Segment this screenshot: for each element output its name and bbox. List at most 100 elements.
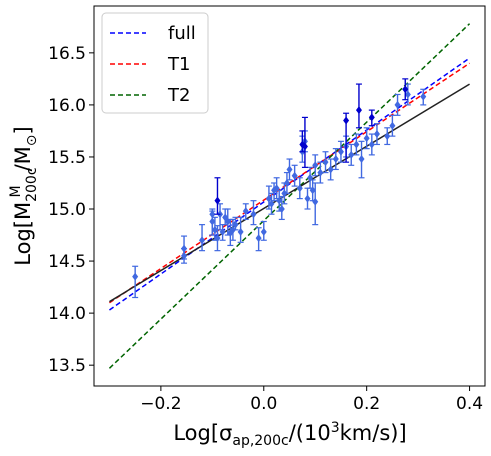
diamond-marker bbox=[181, 251, 188, 260]
diamond-marker bbox=[402, 85, 409, 94]
diamond-marker bbox=[373, 130, 380, 139]
diamond-marker bbox=[332, 155, 339, 164]
data-point bbox=[304, 187, 311, 210]
data-point bbox=[368, 133, 375, 156]
diamond-marker bbox=[404, 90, 411, 99]
data-point bbox=[242, 203, 249, 221]
diamond-marker bbox=[291, 171, 298, 180]
x-axis: −0.2 0.0 0.2 0.4 bbox=[140, 386, 483, 414]
data-point bbox=[255, 227, 262, 252]
data-point bbox=[283, 171, 290, 194]
diamond-marker bbox=[242, 207, 249, 216]
x-tick-label: 0.0 bbox=[250, 394, 277, 414]
legend-label: full bbox=[168, 23, 196, 44]
diamond-marker bbox=[199, 236, 206, 245]
data-point bbox=[322, 151, 329, 174]
plot-frame bbox=[93, 5, 486, 387]
diamond-marker bbox=[283, 178, 290, 187]
diamond-marker bbox=[255, 234, 262, 243]
data-point bbox=[348, 143, 355, 166]
data-point bbox=[296, 177, 303, 200]
x-axis-label: Log[σap,200c/(103km/s)] bbox=[173, 420, 406, 449]
y-axis-label: Log[M200cM/M⊙] bbox=[8, 126, 40, 265]
data-point bbox=[402, 78, 409, 101]
data-point bbox=[312, 154, 319, 177]
x-tick-label: −0.2 bbox=[140, 394, 181, 414]
diamond-marker bbox=[232, 220, 239, 229]
diamond-marker bbox=[209, 217, 216, 226]
data-point bbox=[358, 140, 365, 179]
diamond-marker bbox=[394, 100, 401, 109]
legend-label: T2 bbox=[167, 85, 190, 106]
data-point bbox=[209, 210, 216, 236]
diamond-marker bbox=[389, 121, 396, 130]
diamond-marker bbox=[363, 134, 370, 143]
data-point bbox=[232, 216, 239, 231]
y-tick-label: 13.5 bbox=[48, 356, 86, 376]
diamond-marker bbox=[286, 165, 293, 174]
diamond-marker bbox=[219, 227, 226, 236]
diamond-marker bbox=[343, 116, 350, 125]
diamond-marker bbox=[268, 199, 275, 208]
data-point bbox=[363, 127, 370, 150]
diamond-marker bbox=[420, 92, 427, 101]
diamond-marker bbox=[276, 196, 283, 205]
diamond-marker bbox=[250, 210, 257, 219]
fit-line-full bbox=[109, 57, 470, 311]
y-tick-label: 14.5 bbox=[48, 252, 86, 272]
data-point bbox=[355, 83, 362, 129]
legend: full T1 T2 bbox=[101, 12, 209, 114]
y-tick-label: 14.0 bbox=[48, 304, 86, 324]
data-point bbox=[278, 195, 285, 221]
legend-entry-full: full bbox=[110, 23, 196, 44]
data-point bbox=[181, 247, 188, 264]
data-point bbox=[384, 127, 391, 146]
diamond-marker bbox=[309, 186, 316, 195]
diamond-marker bbox=[368, 113, 375, 122]
diamond-marker bbox=[304, 194, 311, 203]
diamond-marker bbox=[384, 132, 391, 141]
diamond-marker bbox=[355, 106, 362, 115]
plot-area bbox=[108, 23, 471, 369]
x-tick-label: 0.2 bbox=[353, 394, 380, 414]
data-point bbox=[237, 216, 244, 243]
diamond-marker bbox=[322, 158, 329, 167]
diamond-marker bbox=[237, 227, 244, 236]
data-point bbox=[286, 158, 293, 181]
data-point bbox=[332, 148, 339, 171]
y-tick-label: 15.0 bbox=[48, 200, 86, 220]
diamond-marker bbox=[327, 165, 334, 174]
diamond-marker bbox=[132, 272, 139, 281]
diamond-marker bbox=[296, 184, 303, 193]
fit-line-T2 bbox=[108, 23, 471, 369]
data-point bbox=[301, 116, 308, 168]
data-point bbox=[343, 112, 350, 163]
diamond-marker bbox=[368, 140, 375, 149]
diamond-marker bbox=[353, 140, 360, 149]
data-point bbox=[312, 182, 319, 226]
data-point bbox=[317, 161, 324, 184]
diamond-marker bbox=[337, 147, 344, 156]
y-axis: 13.5 14.0 14.5 15.0 15.5 16.0 16.5 bbox=[48, 44, 94, 376]
diamond-marker bbox=[214, 196, 221, 205]
diamond-marker bbox=[214, 234, 221, 243]
diamond-marker bbox=[211, 225, 218, 234]
diamond-marker bbox=[278, 205, 285, 214]
legend-label: T1 bbox=[167, 54, 190, 75]
data-point bbox=[389, 114, 396, 137]
data-point bbox=[214, 177, 221, 215]
data-point bbox=[373, 123, 380, 146]
diamond-marker bbox=[265, 194, 272, 203]
legend-box bbox=[101, 12, 209, 114]
data-point bbox=[250, 200, 257, 226]
y-tick-label: 16.0 bbox=[48, 96, 86, 116]
y-tick-label: 16.5 bbox=[48, 44, 86, 64]
data-point bbox=[265, 185, 272, 210]
diamond-marker bbox=[260, 227, 267, 236]
legend-entry-t1: T1 bbox=[110, 54, 190, 75]
data-point bbox=[260, 220, 267, 241]
y-tick-label: 15.5 bbox=[48, 148, 86, 168]
diamond-marker bbox=[348, 150, 355, 159]
data-point bbox=[368, 109, 375, 127]
